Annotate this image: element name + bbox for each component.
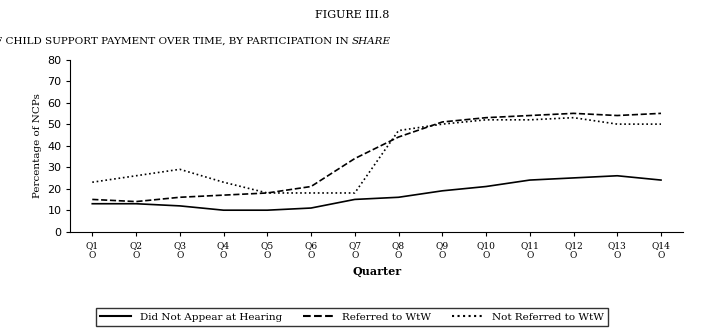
Text: RATES OF CHILD SUPPORT PAYMENT OVER TIME, BY PARTICIPATION IN: RATES OF CHILD SUPPORT PAYMENT OVER TIME… [0, 37, 352, 46]
Y-axis label: Percentage of NCPs: Percentage of NCPs [32, 93, 42, 198]
Legend: Did Not Appear at Hearing, Referred to WtW, Not Referred to WtW: Did Not Appear at Hearing, Referred to W… [96, 308, 608, 326]
Text: SHARE: SHARE [352, 37, 391, 46]
X-axis label: Quarter: Quarter [352, 266, 401, 277]
Text: FIGURE III.8: FIGURE III.8 [315, 10, 389, 20]
